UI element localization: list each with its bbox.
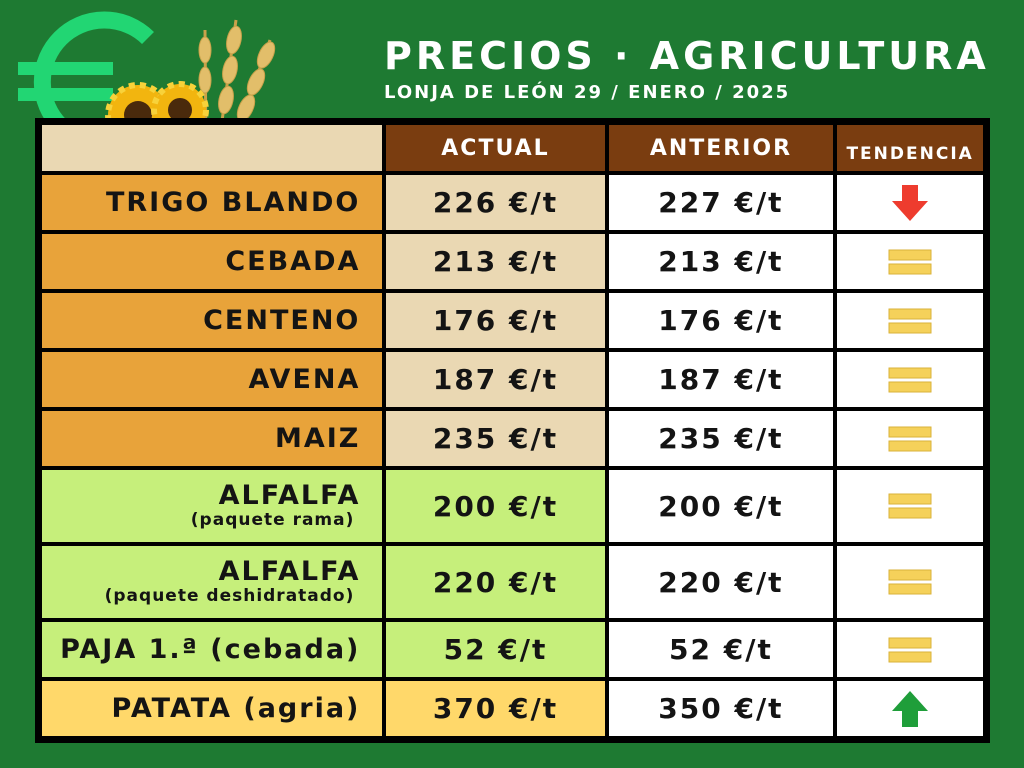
trend-cell [837,293,983,348]
previous-price: 187 €/t [609,352,834,407]
current-price: 52 €/t [386,622,604,677]
equal-icon [888,249,932,275]
table-row: MAIZ 235 €/t 235 €/t [42,411,983,466]
current-price: 187 €/t [386,352,604,407]
equal-icon [888,367,932,393]
table-row: CENTENO 176 €/t 176 €/t [42,293,983,348]
table-row: PATATA (agria) 370 €/t 350 €/t [42,681,983,736]
previous-price: 350 €/t [609,681,834,736]
page-subtitle: LONJA DE LEÓN 29 / ENERO / 2025 [384,82,990,103]
previous-price: 176 €/t [609,293,834,348]
product-name: ALFALFA [219,480,361,511]
previous-price: 227 €/t [609,175,834,230]
previous-price: 213 €/t [609,234,834,289]
price-table: ACTUAL ANTERIOR TENDENCIA TRIGO BLANDO 22… [35,118,990,743]
trend-cell [837,681,983,736]
product-name-cell: PATATA (agria) [42,681,382,736]
product-name: PATATA (agria) [112,693,361,724]
product-name-cell: AVENA [42,352,382,407]
product-name-cell: CENTENO [42,293,382,348]
table-row: AVENA 187 €/t 187 €/t [42,352,983,407]
product-name: ALFALFA [219,556,361,587]
previous-price: 200 €/t [609,470,834,542]
current-price: 220 €/t [386,546,604,618]
equal-icon [888,637,932,663]
column-header-anterior: ANTERIOR [609,125,834,171]
previous-price: 235 €/t [609,411,834,466]
product-name: TRIGO BLANDO [106,187,360,218]
trend-cell [837,546,983,618]
current-price: 213 €/t [386,234,604,289]
page-header: PRECIOS · AGRICULTURA LONJA DE LEÓN 29 /… [384,32,990,103]
product-name-cell: TRIGO BLANDO [42,175,382,230]
column-header-actual: ACTUAL [386,125,604,171]
trend-cell [837,411,983,466]
product-detail: (paquete deshidratado) [42,586,360,606]
table-row: ALFALFA (paquete rama) 200 €/t 200 €/t [42,470,983,542]
current-price: 176 €/t [386,293,604,348]
trend-cell [837,470,983,542]
product-name: CEBADA [225,246,360,277]
current-price: 226 €/t [386,175,604,230]
arrow-down-icon [890,183,930,223]
trend-cell [837,234,983,289]
product-name: CENTENO [203,305,360,336]
trend-cell [837,352,983,407]
previous-price: 52 €/t [609,622,834,677]
table-row: PAJA 1.ª (cebada) 52 €/t 52 €/t [42,622,983,677]
product-name-cell: MAIZ [42,411,382,466]
trend-cell [837,622,983,677]
table-header-row: ACTUAL ANTERIOR TENDENCIA [42,125,983,171]
equal-icon [888,426,932,452]
equal-icon [888,308,932,334]
product-name: MAIZ [275,423,360,454]
page-title: PRECIOS · AGRICULTURA [384,32,990,80]
table-row: ALFALFA (paquete deshidratado) 220 €/t 220 … [42,546,983,618]
product-name: AVENA [248,364,360,395]
product-name-cell: ALFALFA (paquete deshidratado) [42,546,382,618]
product-name-cell: PAJA 1.ª (cebada) [42,622,382,677]
equal-icon [888,493,932,519]
current-price: 370 €/t [386,681,604,736]
product-name-cell: CEBADA [42,234,382,289]
arrow-up-icon [890,689,930,729]
equal-icon [888,569,932,595]
current-price: 200 €/t [386,470,604,542]
header-corner [42,125,382,171]
product-name: PAJA 1.ª (cebada) [60,634,360,665]
product-name-cell: ALFALFA (paquete rama) [42,470,382,542]
table-row: CEBADA 213 €/t 213 €/t [42,234,983,289]
column-header-tendencia: TENDENCIA [837,125,983,171]
previous-price: 220 €/t [609,546,834,618]
current-price: 235 €/t [386,411,604,466]
product-detail: (paquete rama) [42,510,360,530]
trend-cell [837,175,983,230]
table-row: TRIGO BLANDO 226 €/t 227 €/t [42,175,983,230]
